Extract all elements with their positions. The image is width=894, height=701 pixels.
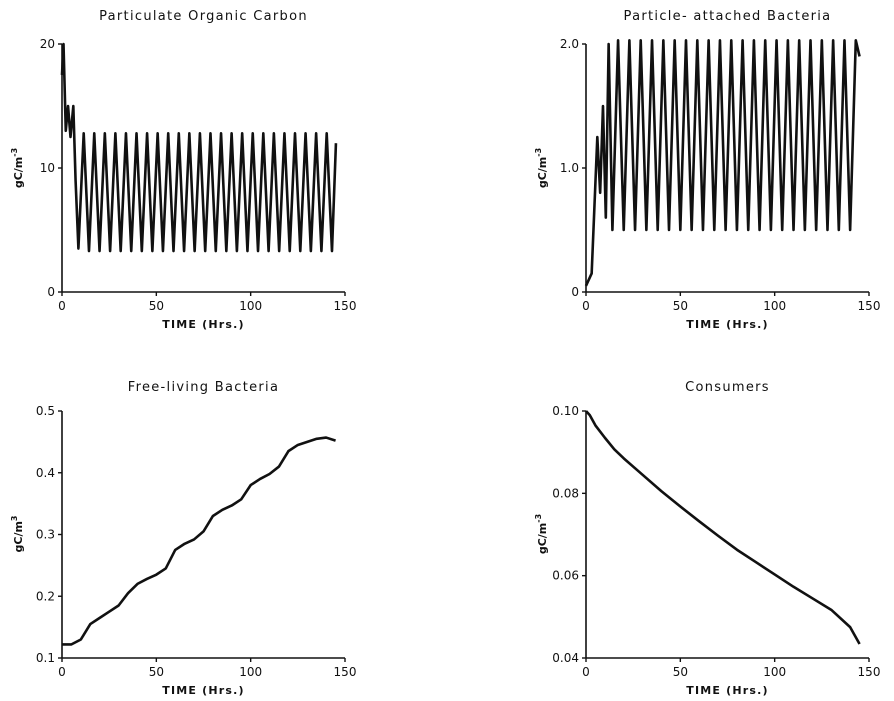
x-tick-label: 150 [858, 299, 881, 313]
chart-title: Consumers [685, 380, 770, 395]
y-tick-label: 0.1 [36, 651, 55, 665]
x-tick-label: 150 [334, 665, 357, 679]
series-line [585, 410, 861, 645]
chart-panel: Consumers 0 50 100 150 0.04 0.06 0.08 0.10 TIME (… [534, 380, 880, 697]
x-axis-label: TIME (Hrs.) [686, 684, 769, 697]
x-tick-label: 100 [239, 665, 262, 679]
y-tick-label: 10 [40, 161, 55, 175]
chart-panel: Free-living Bacteria 0 50 100 150 0.1 0.2 0.3 0.… [10, 380, 356, 697]
y-axis-label: gC/m-3 [534, 514, 549, 554]
y-axis-label: gC/m-3 [10, 148, 25, 188]
y-tick-label: 0 [571, 285, 579, 299]
x-axis-label: TIME (Hrs.) [162, 318, 245, 331]
y-tick-label: 20 [40, 37, 55, 51]
x-tick-label: 150 [334, 299, 357, 313]
y-tick-label: 0.04 [552, 651, 579, 665]
x-tick-label: 100 [763, 665, 786, 679]
chart-panel: Particulate Organic Carbon 0 50 100 150 0 10 20… [10, 9, 356, 331]
chart-title: Particle- attached Bacteria [624, 9, 832, 24]
x-tick-label: 150 [858, 665, 881, 679]
y-tick-label: 0.3 [36, 528, 55, 542]
chart-title: Particulate Organic Carbon [99, 9, 308, 24]
series-line [60, 42, 338, 253]
x-tick-label: 50 [673, 299, 688, 313]
x-tick-label: 50 [149, 299, 164, 313]
chart-panel: Particle- attached Bacteria 0 50 100 150 0 1.0… [534, 9, 880, 331]
x-tick-label: 0 [58, 665, 66, 679]
x-tick-label: 0 [582, 665, 590, 679]
y-tick-label: 0.5 [36, 404, 55, 418]
x-tick-label: 100 [239, 299, 262, 313]
y-tick-label: 0.2 [36, 589, 55, 603]
x-axis-label: TIME (Hrs.) [686, 318, 769, 331]
x-tick-label: 0 [582, 299, 590, 313]
chart-title: Free-living Bacteria [128, 380, 279, 395]
x-tick-label: 50 [673, 665, 688, 679]
y-axis-label: gC/m-3 [534, 148, 549, 188]
y-tick-label: 0.4 [36, 466, 55, 480]
y-tick-label: 0 [47, 285, 55, 299]
x-tick-label: 0 [58, 299, 66, 313]
x-tick-label: 100 [763, 299, 786, 313]
x-tick-label: 50 [149, 665, 164, 679]
series-line [62, 436, 336, 646]
y-tick-label: 2.0 [560, 37, 579, 51]
y-tick-label: 0.08 [552, 486, 579, 500]
y-tick-label: 0.10 [552, 404, 579, 418]
series-line [584, 38, 861, 287]
x-axis-label: TIME (Hrs.) [162, 684, 245, 697]
y-axis-label: gC/m3 [10, 515, 25, 552]
y-tick-label: 0.06 [552, 569, 579, 583]
y-tick-label: 1.0 [560, 161, 579, 175]
